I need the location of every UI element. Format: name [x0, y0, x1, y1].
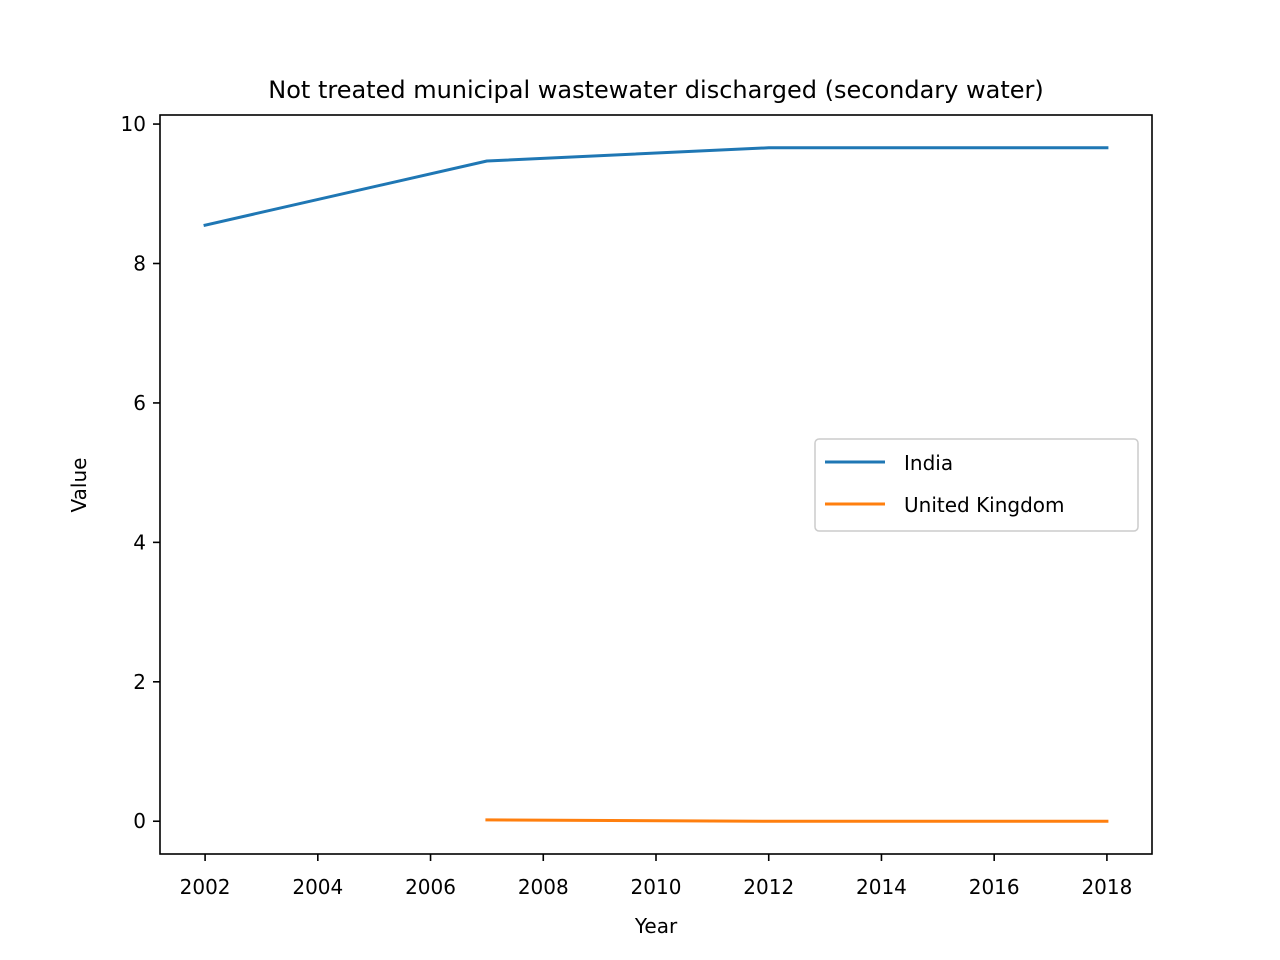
y-tick-label: 10 [121, 112, 146, 136]
y-tick-label: 4 [133, 530, 146, 554]
series-lines [203, 146, 1109, 823]
y-tick-label: 0 [133, 809, 146, 833]
y-axis-label: Value [67, 458, 91, 513]
legend: India United Kingdom [814, 438, 1139, 532]
legend-box [814, 438, 1139, 532]
x-axis: 2002 2004 2006 2008 2010 2012 2014 2016 2018 [180, 854, 1132, 899]
series-line-india [203, 146, 1109, 227]
x-tick-label: 2016 [969, 875, 1020, 899]
x-tick-label: 2012 [743, 875, 794, 899]
x-tick-label: 2002 [180, 875, 231, 899]
x-tick-label: 2018 [1081, 875, 1132, 899]
x-tick-label: 2008 [518, 875, 569, 899]
y-tick-label: 8 [133, 251, 146, 275]
y-tick-label: 6 [133, 391, 146, 415]
legend-entry-label: India [904, 451, 953, 475]
x-tick-label: 2006 [405, 875, 456, 899]
x-tick-label: 2004 [292, 875, 343, 899]
legend-entry-label: United Kingdom [904, 493, 1065, 517]
y-tick-label: 2 [133, 670, 146, 694]
series-line-united-kingdom [485, 818, 1109, 823]
y-axis: 0 2 4 6 8 10 [121, 112, 160, 833]
x-tick-label: 2014 [856, 875, 907, 899]
chart-title: Not treated municipal wastewater dischar… [268, 76, 1043, 104]
x-axis-label: Year [634, 914, 678, 938]
x-tick-label: 2010 [631, 875, 682, 899]
